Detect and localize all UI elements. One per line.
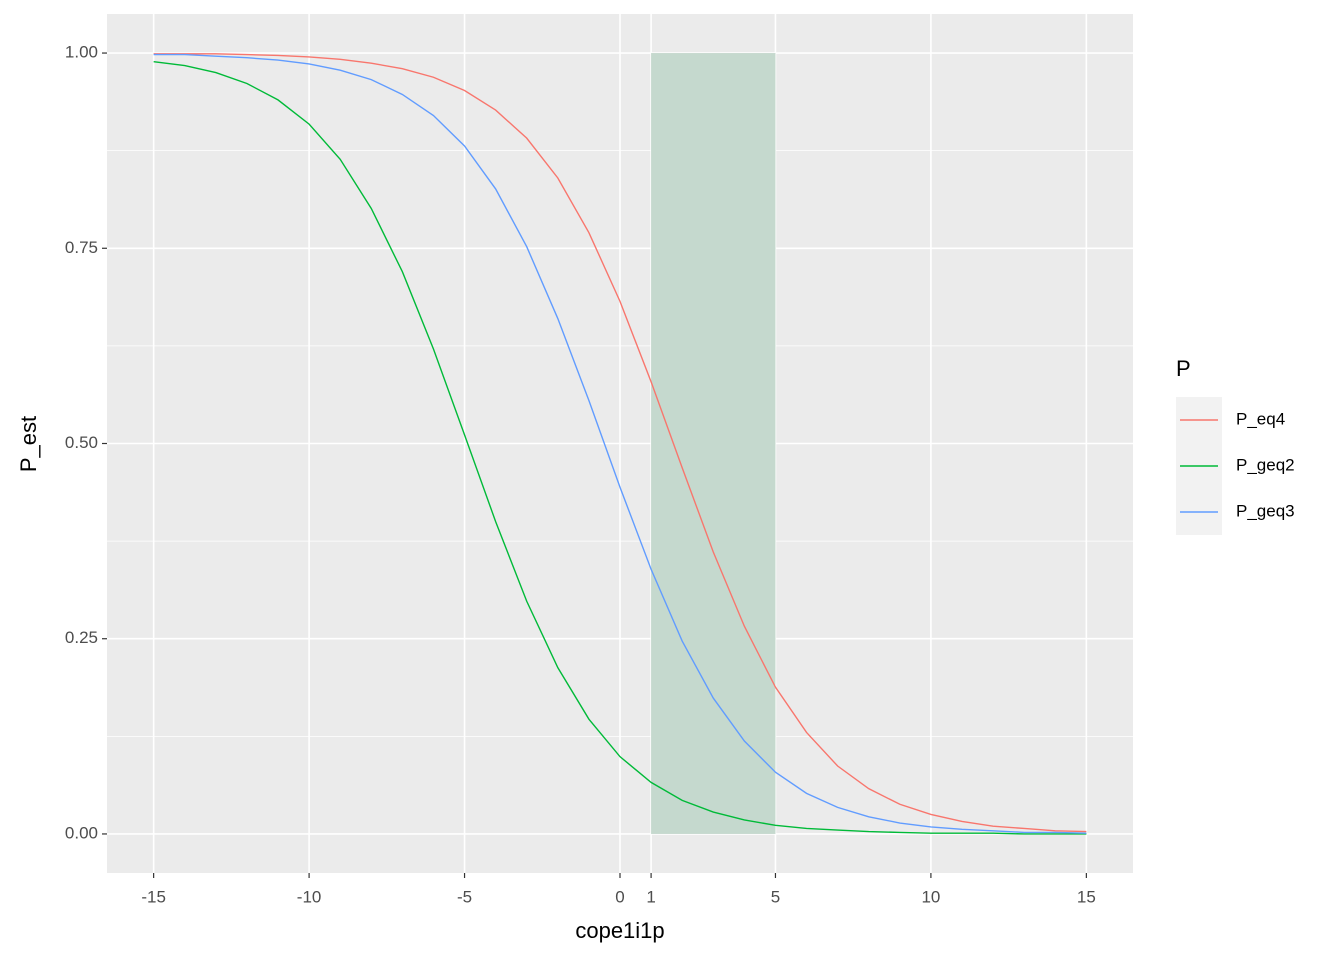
y-tick-label: 0.75 (65, 238, 98, 257)
shaded-region (651, 53, 776, 834)
x-tick-label: 10 (921, 887, 940, 906)
x-tick-label: 15 (1077, 887, 1096, 906)
series-line (153, 53, 1087, 833)
y-tick-label: 0.00 (65, 823, 98, 842)
x-tick-label: -10 (297, 887, 322, 906)
y-tick-label: 0.50 (65, 433, 98, 452)
legend-label: P_geq3 (1236, 501, 1295, 520)
x-tick-label: 1 (646, 887, 655, 906)
legend: P_eq4 P_geq2 P_geq3 (1176, 397, 1295, 535)
y-axis-title: P_est (16, 416, 41, 472)
y-tick-label: 0.25 (65, 628, 98, 647)
legend-title: P (1176, 356, 1191, 381)
x-tick-label: 0 (615, 887, 624, 906)
series-line (153, 60, 1087, 835)
x-axis-title: cope1i1p (575, 918, 664, 943)
series-line (153, 53, 1087, 834)
legend-label: P_geq2 (1236, 455, 1295, 474)
x-tick-label: -15 (141, 887, 166, 906)
y-tick-label: 1.00 (65, 43, 98, 62)
legend-label: P_eq4 (1236, 409, 1285, 428)
x-tick-label: -5 (457, 887, 472, 906)
x-tick-label: 5 (771, 887, 780, 906)
